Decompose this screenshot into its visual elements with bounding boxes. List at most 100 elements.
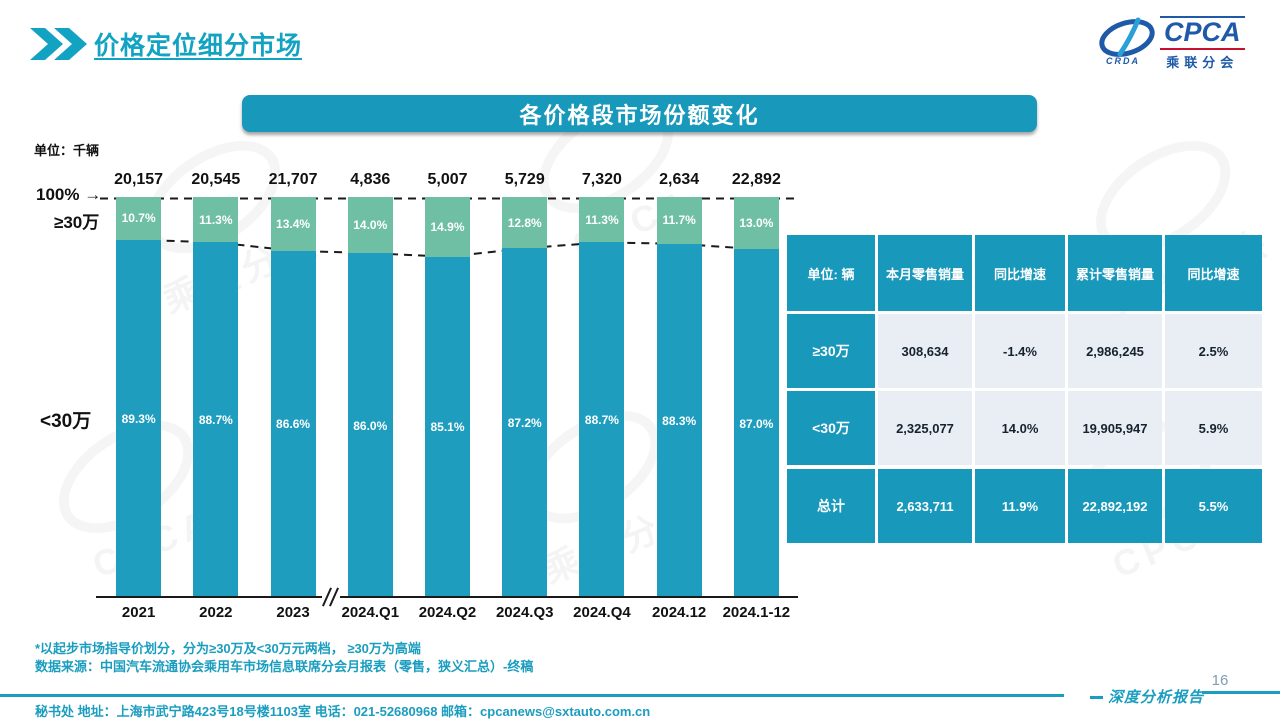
summary-table: 单位: 辆本月零售销量 同比增速 累计零售销量 同比增速 ≥30万 308,634 -1.4… [787, 235, 1262, 546]
segment-percent-label: 86.6% [276, 417, 311, 432]
table-cell: 5.9% [1165, 391, 1262, 465]
segment-percent-label: 88.7% [198, 413, 233, 428]
footnote-source: 数据来源：中国汽车流通协会乘用车市场信息联席分会月报表（零售，狭义汇总）-终稿 [35, 659, 534, 674]
segment-bottom-label: <30万 [40, 411, 92, 432]
bar-segment-lt30: 87.2% [502, 248, 548, 598]
bar-segment-ge30: 13.4% [270, 197, 316, 251]
table-cell: 2,633,711 [878, 469, 972, 543]
table-row-label: <30万 [787, 391, 875, 465]
footnote-definition: *以起步市场指导价划分，分为≥30万及<30万元两档， ≥30万为高端 [35, 641, 421, 656]
table-cell: 2,986,245 [1068, 314, 1162, 388]
bar-2024.Q1: 4,836 14.0% 86.0% 2024.Q1 [341, 171, 399, 621]
bar-total-label: 20,157 [114, 171, 164, 188]
table-row-label: 总计 [787, 469, 875, 543]
bar-segment-lt30: 88.3% [656, 243, 702, 598]
header: 价格定位细分市场 [30, 26, 302, 62]
table-row: 总计 2,633,711 11.9% 22,892,192 5.5% [787, 469, 1262, 543]
report-type-label: 深度分析报告 [1108, 690, 1205, 706]
segment-percent-label: 14.9% [430, 219, 465, 234]
segment-percent-label: 88.7% [584, 413, 619, 428]
bar-segment-lt30: 88.7% [579, 242, 625, 598]
bar-total-label: 7,320 [581, 171, 622, 188]
bar-2024.Q4: 7,320 11.3% 88.7% 2024.Q4 [573, 171, 631, 621]
bar-segment-ge30: 14.0% [347, 197, 393, 254]
bar-segment-ge30: 13.0% [733, 197, 779, 250]
page-number: 16 [1211, 672, 1229, 689]
table-cell: 14.0% [975, 391, 1065, 465]
table-cell: 22,892,192 [1068, 469, 1162, 543]
x-axis-label: 2024.Q2 [418, 604, 477, 621]
x-axis-label: 2024.1-12 [722, 604, 791, 621]
bar-segment-lt30: 89.3% [116, 239, 162, 598]
bar-segment-lt30: 87.0% [733, 249, 779, 598]
bar-segment-ge30: 10.7% [116, 197, 162, 240]
footer-divider-dash [1090, 696, 1103, 699]
segment-percent-label: 89.3% [121, 411, 156, 426]
bar-2023: 21,707 13.4% 86.6% 2023 [269, 171, 318, 621]
segment-percent-label: 14.0% [353, 218, 388, 233]
table-header-row: 单位: 辆本月零售销量 同比增速 累计零售销量 同比增速 [787, 235, 1262, 311]
table-cell: 2,325,077 [878, 391, 972, 465]
bar-segment-lt30: 85.1% [425, 256, 470, 598]
bar-2024.12: 2,634 11.7% 88.3% 2024.12 [652, 171, 706, 621]
bar-total-label: 4,836 [350, 171, 391, 188]
footer-divider-right [1202, 691, 1280, 694]
bar-segment-ge30: 11.3% [193, 197, 239, 243]
bar-2024.Q2: 5,007 14.9% 85.1% 2024.Q2 [419, 171, 477, 621]
table-cell: 2.5% [1165, 314, 1262, 388]
bar-segment-ge30: 11.3% [579, 197, 625, 243]
table-header-cell: 单位: 辆 [787, 235, 875, 311]
logo-cpca-text: CPCA [1160, 16, 1245, 50]
segment-percent-label: 11.7% [662, 213, 696, 228]
table-header-cell: 同比增速 [1165, 235, 1262, 311]
bar-2024.Q3: 5,729 12.8% 87.2% 2024.Q3 [496, 171, 554, 621]
bar-2022: 20,545 11.3% 88.7% 2022 [191, 171, 240, 621]
segment-percent-label: 10.7% [121, 211, 156, 226]
bar-segment-ge30: 14.9% [425, 197, 470, 257]
x-axis-label: 2024.Q3 [495, 604, 554, 621]
x-axis-label: 2024.Q4 [573, 604, 631, 621]
bar-segment-lt30: 88.7% [193, 242, 239, 598]
double-chevron-icon [30, 28, 87, 60]
x-axis-label: 2021 [121, 604, 156, 621]
chart-title: 各价格段市场份额变化 [519, 102, 760, 128]
cpca-emblem-icon [1099, 17, 1155, 58]
bar-segment-ge30: 12.8% [502, 197, 548, 249]
unit-label: 单位：千辆 [34, 143, 100, 158]
x-axis-line [96, 596, 798, 598]
segment-top-label: ≥30万 [54, 213, 100, 232]
logo-sub-text: 乘联分会 [1166, 54, 1239, 70]
segment-percent-label: 13.0% [739, 216, 774, 231]
axis-break-mark [322, 587, 340, 607]
table-cell: -1.4% [975, 314, 1065, 388]
segment-percent-label: 12.8% [507, 215, 542, 230]
table-cell: 11.9% [975, 469, 1065, 543]
table-cell: 5.5% [1165, 469, 1262, 543]
segment-percent-label: 11.3% [585, 212, 619, 227]
bar-total-label: 20,545 [191, 171, 241, 188]
segment-percent-label: 87.0% [739, 416, 774, 431]
y-axis-100-label: 100% → [36, 185, 102, 204]
segment-percent-label: 11.3% [199, 212, 233, 227]
bar-total-label: 5,729 [504, 171, 545, 188]
table-row: ≥30万 308,634 -1.4% 2,986,245 2.5% [787, 314, 1262, 388]
table-row-label: ≥30万 [787, 314, 875, 388]
bar-2021: 20,157 10.7% 89.3% 2021 [114, 171, 163, 621]
segment-percent-label: 86.0% [353, 418, 388, 433]
segment-percent-label: 88.3% [662, 413, 697, 428]
table-header-cell: 累计零售销量 [1068, 235, 1162, 311]
footer-contact: 秘书处 地址：上海市武宁路423号18号楼1103室 电话：021-526809… [35, 704, 651, 719]
bar-total-label: 2,634 [659, 171, 700, 188]
bar-total-label: 5,007 [427, 171, 468, 188]
x-axis-label: 2024.Q1 [341, 604, 400, 621]
x-axis-label: 2022 [199, 604, 233, 621]
segment-percent-label: 87.2% [507, 416, 542, 431]
segment-percent-label: 85.1% [430, 420, 465, 435]
segment-percent-label: 13.4% [276, 216, 311, 231]
table-header-cell: 本月零售销量 [878, 235, 972, 311]
chart-title-banner: 各价格段市场份额变化 [242, 95, 1037, 132]
bar-segment-ge30: 11.7% [656, 197, 702, 244]
table-cell: 308,634 [878, 314, 972, 388]
page-title: 价格定位细分市场 [94, 32, 303, 60]
